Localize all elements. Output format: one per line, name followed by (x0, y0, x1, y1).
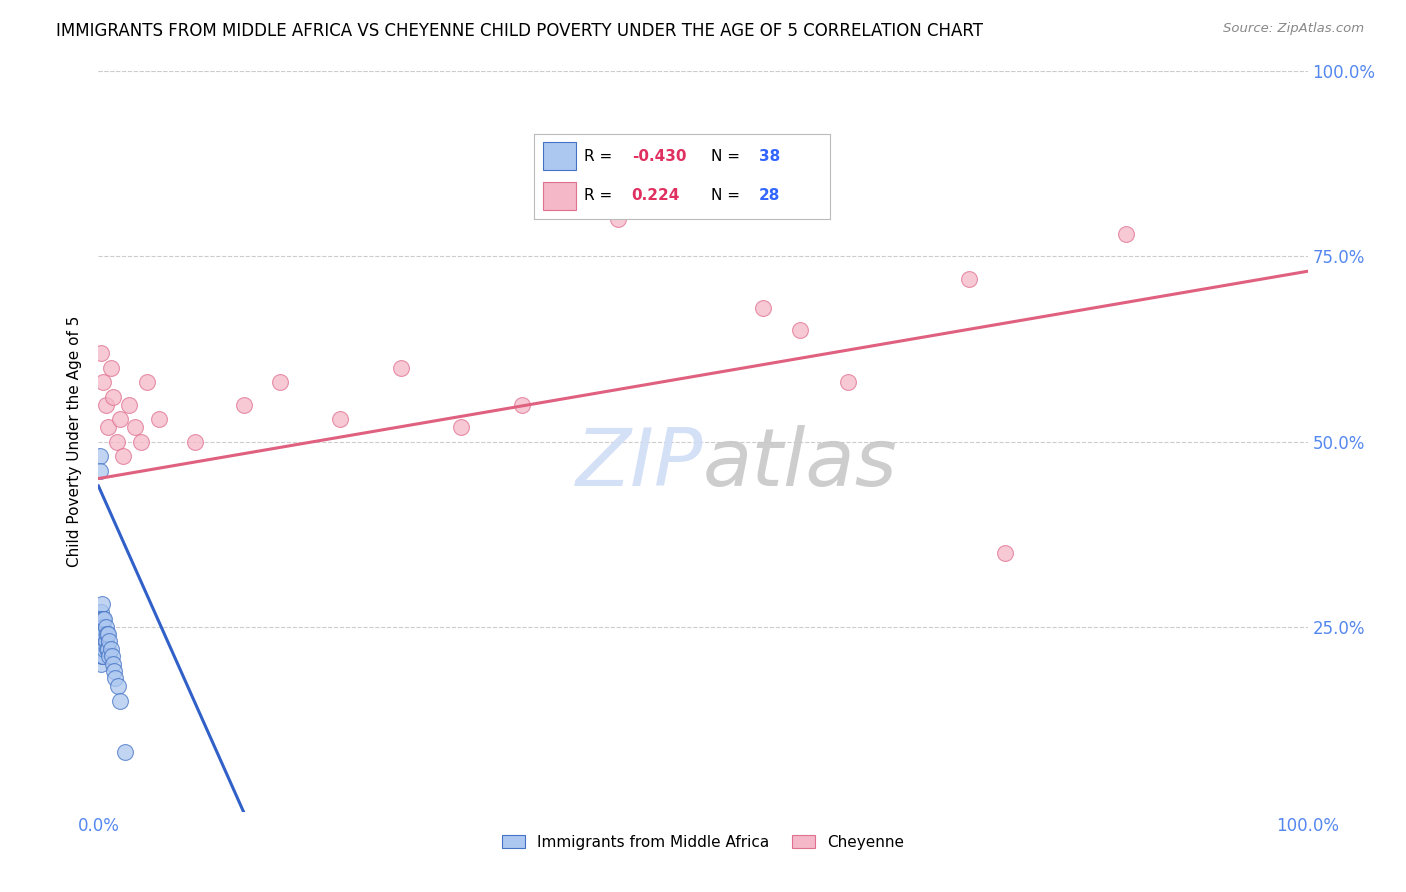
Point (90, 641, 112, 656)
Point (1115, 227, 1137, 242)
Point (107, 679, 129, 693)
Point (97, 641, 120, 656)
Text: 38: 38 (759, 149, 780, 164)
Text: 0.224: 0.224 (631, 188, 681, 203)
Point (129, 434, 152, 449)
Point (90, 627, 112, 641)
Point (101, 657, 124, 671)
Point (104, 672, 127, 686)
Point (91, 619, 114, 633)
Point (329, 412, 352, 426)
Point (184, 434, 207, 449)
Point (103, 664, 125, 678)
Point (135, 376, 157, 390)
Point (389, 360, 412, 375)
Point (94, 634, 117, 648)
Point (93, 612, 115, 626)
Point (100, 641, 122, 656)
Point (93, 627, 115, 641)
Point (98, 634, 121, 648)
Point (89, 464, 111, 478)
Point (97, 419, 120, 434)
Point (90, 657, 112, 671)
Text: R =: R = (585, 188, 617, 203)
Point (90, 605, 112, 619)
Point (91, 627, 114, 641)
Point (957, 271, 980, 285)
Bar (543, 142, 575, 170)
Point (100, 360, 122, 375)
Point (94, 398, 117, 412)
Point (90, 649, 112, 664)
Point (91, 634, 114, 648)
Text: -0.430: -0.430 (631, 149, 686, 164)
Point (90, 619, 112, 633)
Point (105, 434, 128, 449)
Point (91, 649, 114, 664)
Point (94, 619, 117, 633)
Point (89, 619, 111, 633)
Point (111, 450, 134, 464)
Text: N =: N = (711, 188, 745, 203)
Point (450, 419, 472, 434)
Point (148, 412, 170, 426)
Point (108, 694, 131, 708)
Point (93, 641, 115, 656)
Point (91, 612, 114, 626)
Bar (543, 182, 575, 211)
Point (91, 376, 114, 390)
Y-axis label: Child Poverty Under the Age of 5: Child Poverty Under the Age of 5 (67, 316, 83, 567)
Point (124, 419, 146, 434)
Point (994, 546, 1017, 560)
Point (752, 301, 775, 316)
Point (96, 627, 118, 641)
Point (89, 450, 111, 464)
Point (97, 627, 120, 641)
Point (232, 398, 254, 412)
Point (100, 649, 122, 664)
Point (837, 376, 859, 390)
Point (96, 641, 118, 656)
Point (91, 612, 114, 626)
Legend: Immigrants from Middle Africa, Cheyenne: Immigrants from Middle Africa, Cheyenne (496, 829, 910, 856)
Point (90, 345, 112, 359)
Text: IMMIGRANTS FROM MIDDLE AFRICA VS CHEYENNE CHILD POVERTY UNDER THE AGE OF 5 CORRE: IMMIGRANTS FROM MIDDLE AFRICA VS CHEYENN… (56, 22, 983, 40)
Text: ZIP: ZIP (575, 425, 703, 503)
Point (114, 746, 136, 760)
Text: N =: N = (711, 149, 745, 164)
Point (98, 649, 121, 664)
Point (108, 412, 131, 426)
Point (91, 598, 114, 612)
Point (89, 634, 111, 648)
Point (269, 376, 291, 390)
Point (91, 634, 114, 648)
Text: 28: 28 (759, 188, 780, 203)
Text: R =: R = (585, 149, 617, 164)
Point (789, 324, 811, 338)
Point (101, 390, 124, 404)
Point (91, 649, 114, 664)
Text: Source: ZipAtlas.com: Source: ZipAtlas.com (1223, 22, 1364, 36)
Point (510, 398, 533, 412)
Point (607, 212, 630, 227)
Text: atlas: atlas (703, 425, 898, 503)
Point (118, 398, 141, 412)
